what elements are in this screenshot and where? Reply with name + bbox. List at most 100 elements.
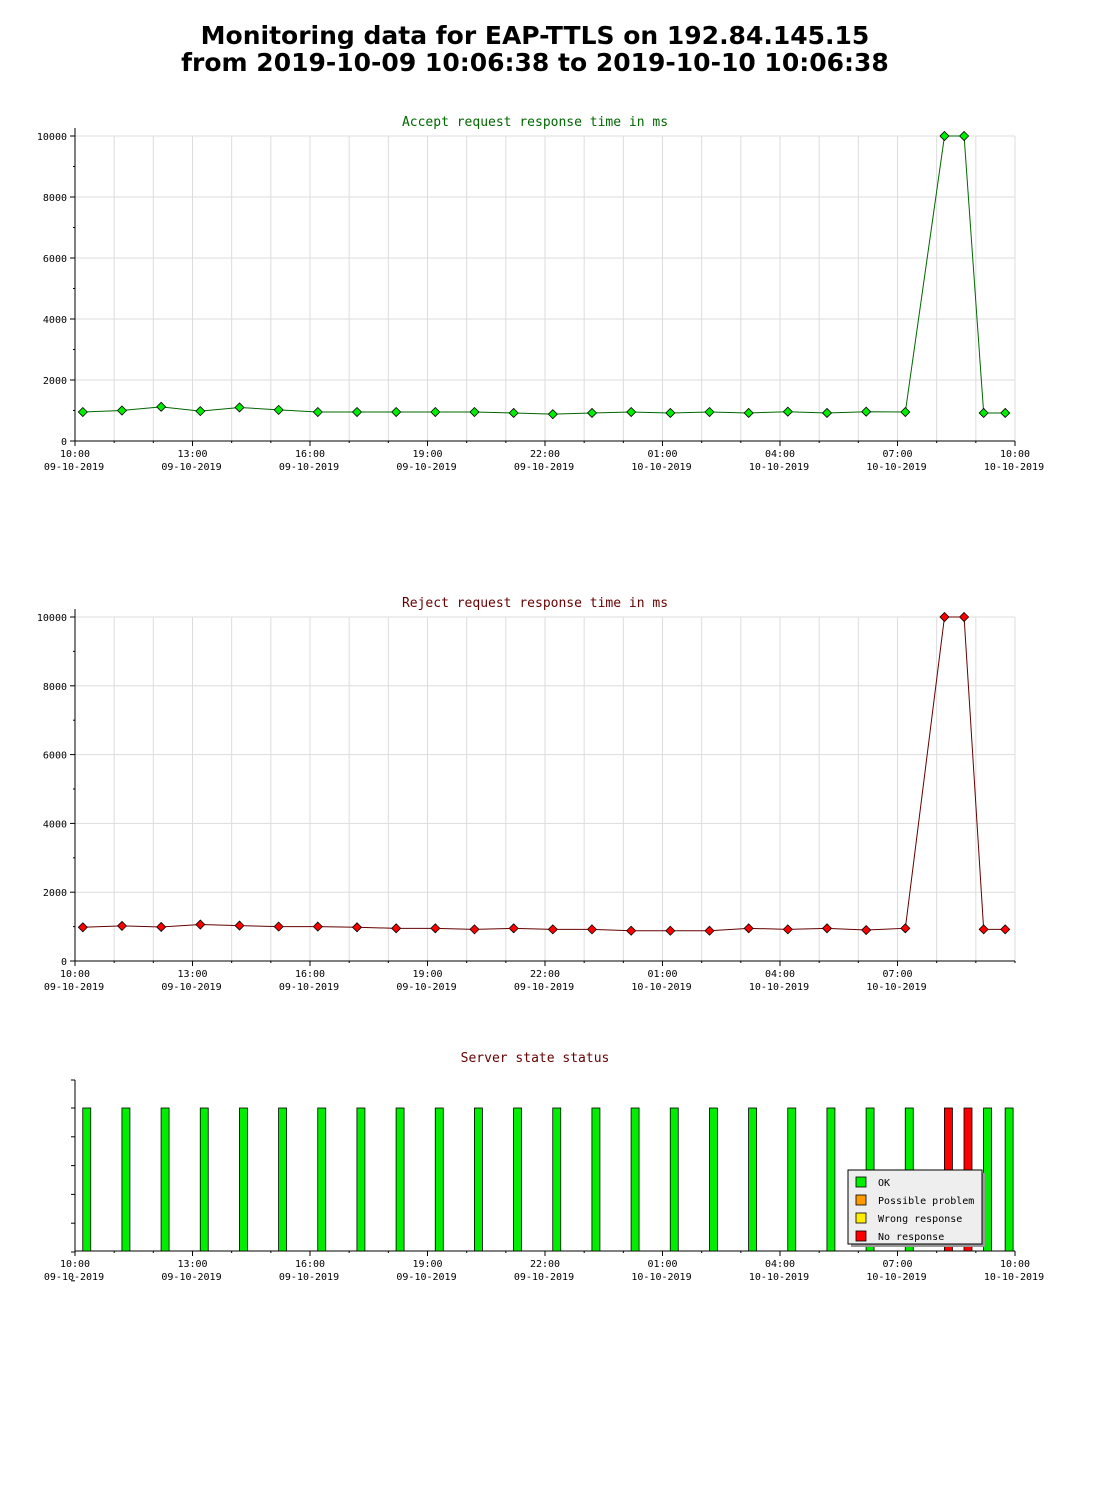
status-bar: [630, 1107, 640, 1252]
data-point: [547, 409, 558, 420]
data-point: [391, 406, 402, 418]
data-point: [351, 922, 363, 933]
data-point: [195, 919, 206, 930]
data-point: [978, 924, 989, 935]
status-bar: [669, 1107, 679, 1252]
data-point: [626, 406, 637, 418]
x-tick-label-time: 13:00: [177, 1259, 207, 1270]
legend-label-ok: OK: [878, 1178, 890, 1189]
x-tick-label-time: 07:00: [882, 449, 912, 460]
y-tick-label: 4000: [43, 819, 67, 830]
data-point: [626, 925, 637, 936]
data-point: [547, 924, 558, 935]
x-tick-label-time: 10:00: [1000, 449, 1030, 460]
x-tick-label-date: 10-10-2019: [749, 982, 809, 993]
status-bar: [239, 1107, 248, 1252]
data-point: [312, 406, 323, 418]
x-tick-label-date: 10-10-2019: [631, 1272, 691, 1283]
data-point: [743, 407, 754, 419]
y-tick-label: 6000: [43, 751, 67, 762]
data-point: [273, 921, 284, 932]
y-tick-label: 6000: [43, 254, 67, 265]
series-line: [82, 135, 1006, 415]
data-point: [900, 406, 911, 418]
status-bar: [356, 1107, 366, 1252]
x-tick-label-time: 07:00: [882, 969, 912, 980]
x-tick-label-time: 22:00: [530, 449, 560, 460]
status-bar: [474, 1107, 483, 1252]
x-tick-label-time: 16:00: [295, 449, 325, 460]
data-point: [156, 401, 167, 412]
x-tick-label-date: 09-10-2019: [514, 1272, 574, 1283]
y-tick-label: 2000: [43, 888, 67, 899]
y-tick-label: 0: [61, 437, 67, 448]
x-tick-label-time: 22:00: [530, 1259, 560, 1270]
x-tick-label-time: 04:00: [765, 969, 795, 980]
x-tick-label-date: 10-10-2019: [749, 462, 809, 473]
data-point: [900, 923, 911, 934]
x-tick-label-time: 07:00: [882, 1259, 912, 1270]
status-bar: [160, 1107, 170, 1252]
x-tick-label-date: 10-10-2019: [631, 982, 691, 993]
data-point: [821, 923, 833, 934]
x-tick-label-date: 09-10-2019: [279, 982, 339, 993]
data-point: [508, 923, 519, 934]
x-tick-label-date: 10-10-2019: [866, 1272, 926, 1283]
server-state-status-chart: Server state status 10:00 09-10-2019 13:00 0…: [44, 1051, 1044, 1283]
data-point: [77, 922, 88, 933]
data-point: [959, 611, 970, 623]
legend-swatch-possible_problem: [855, 1194, 867, 1206]
x-tick-label-time: 01:00: [647, 449, 677, 460]
y-tick-label: 4000: [43, 315, 67, 326]
data-point: [959, 130, 970, 142]
x-tick-label-date: 10-10-2019: [749, 1272, 809, 1283]
status-bar: [278, 1107, 287, 1252]
x-tick-label-time: 19:00: [412, 969, 442, 980]
data-point: [978, 407, 989, 419]
data-point: [586, 924, 598, 935]
x-tick-label-time: 10:00: [1000, 1259, 1030, 1270]
legend-swatch-ok: [855, 1176, 867, 1188]
x-tick-label-time: 01:00: [647, 969, 677, 980]
data-point: [782, 924, 793, 935]
data-point: [665, 407, 676, 419]
data-point: [782, 406, 793, 417]
y-tick-label: 8000: [43, 682, 67, 693]
data-point: [156, 921, 167, 933]
chart-title: Reject request response time in ms: [402, 596, 668, 611]
x-tick-label-date: 10-10-2019: [866, 982, 926, 993]
data-point: [939, 611, 950, 623]
legend-label-no_response: No response: [878, 1232, 944, 1243]
data-point: [391, 923, 402, 934]
data-point: [939, 130, 950, 142]
x-tick-label-date: 10-10-2019: [866, 462, 926, 473]
x-tick-label-time: 16:00: [295, 969, 325, 980]
x-tick-label-date: 09-10-2019: [44, 462, 104, 473]
data-point: [861, 924, 872, 936]
accept-response-time-chart: Accept request response time in ms 0 2000 4…: [37, 115, 1044, 473]
x-tick-label-time: 19:00: [412, 449, 442, 460]
x-tick-label-time: 04:00: [765, 1259, 795, 1270]
data-point: [1000, 924, 1011, 935]
data-point: [116, 405, 128, 416]
status-bar: [826, 1107, 836, 1252]
x-tick-label-time: 01:00: [647, 1259, 677, 1270]
status-bar: [82, 1107, 92, 1252]
status-bar: [709, 1107, 718, 1252]
x-tick-label-date: 09-10-2019: [279, 1272, 339, 1283]
data-point: [1000, 407, 1011, 419]
data-point: [77, 406, 88, 418]
x-tick-label-time: 22:00: [530, 969, 560, 980]
status-bar: [513, 1107, 522, 1252]
x-tick-label-date: 09-10-2019: [279, 462, 339, 473]
status-bar: [591, 1107, 601, 1252]
data-point: [312, 921, 323, 932]
status-bar: [787, 1107, 797, 1252]
data-point: [116, 920, 128, 931]
status-bar: [552, 1107, 562, 1252]
x-tick-label-time: 04:00: [765, 449, 795, 460]
x-tick-label-time: 13:00: [177, 969, 207, 980]
status-bar: [395, 1107, 405, 1252]
x-tick-label-time: 10:00: [60, 449, 90, 460]
legend-swatch-wrong_response: [855, 1212, 867, 1224]
